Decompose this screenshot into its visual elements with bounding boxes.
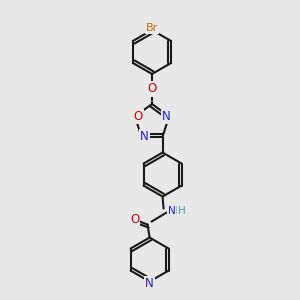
Text: H: H — [178, 206, 185, 216]
Text: NH: NH — [168, 206, 183, 216]
Text: O: O — [130, 213, 139, 226]
Text: O: O — [147, 82, 157, 95]
Text: N: N — [140, 130, 149, 143]
Text: N: N — [162, 110, 170, 123]
Text: Br: Br — [146, 23, 158, 33]
Text: O: O — [133, 110, 142, 123]
Text: N: N — [145, 277, 154, 290]
